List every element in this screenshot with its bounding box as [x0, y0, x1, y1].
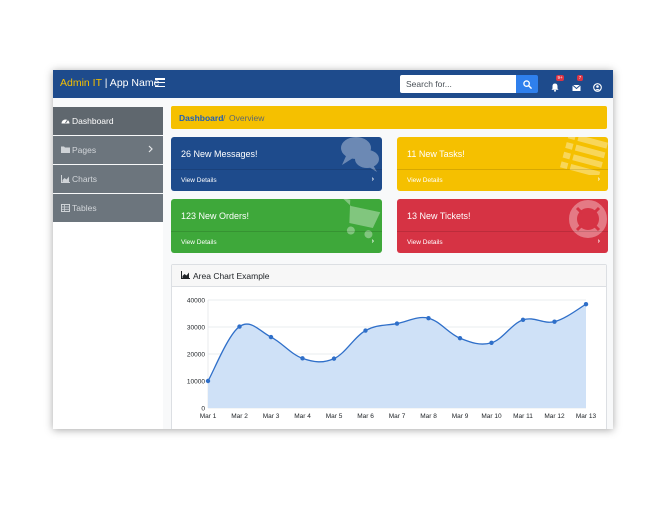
search-input[interactable]	[400, 75, 516, 93]
chevron-right-icon: ›	[597, 238, 600, 245]
data-point	[205, 378, 211, 384]
bell-icon	[551, 83, 559, 92]
card-footer-link[interactable]: View Details ›	[397, 231, 608, 253]
sidebar-item-label: Pages	[72, 145, 97, 155]
data-point	[237, 324, 242, 329]
data-point	[268, 334, 274, 340]
user-menu-button[interactable]	[593, 79, 603, 92]
messages-badge: 7	[577, 75, 583, 81]
card-new-orders: 123 New Orders! View Details ›	[171, 199, 382, 253]
sidebar-item-dashboard[interactable]: Dashboard	[53, 107, 163, 135]
brand-highlight: Admin IT	[60, 77, 102, 89]
x-tick-label: Mar 9	[452, 413, 469, 420]
data-point	[457, 336, 463, 341]
view-details-label: View Details	[407, 239, 443, 246]
card-footer-link[interactable]: View Details ›	[171, 169, 382, 191]
area-chart-icon	[61, 175, 70, 183]
list-icon	[560, 137, 608, 175]
brand-app-name: | App Name	[101, 77, 160, 89]
table-icon	[61, 204, 70, 212]
x-tick-label: Mar 1	[200, 413, 217, 420]
y-tick-label: 30000	[187, 325, 205, 332]
view-details-label: View Details	[407, 177, 443, 184]
sidebar-toggle-icon[interactable]	[155, 78, 165, 88]
card-title: 13 New Tickets!	[407, 211, 471, 221]
data-point	[520, 317, 526, 323]
x-tick-label: Mar 12	[544, 413, 565, 420]
card-title: 123 New Orders!	[181, 211, 250, 221]
folder-icon	[61, 146, 70, 153]
chevron-right-icon: ›	[371, 238, 374, 245]
alerts-badge: 9+	[556, 75, 565, 81]
alerts-button[interactable]: 9+	[551, 75, 565, 92]
sidebar-item-tables[interactable]: Tables	[53, 194, 163, 222]
x-tick-label: Mar 11	[513, 413, 533, 420]
tachometer-icon	[61, 119, 70, 124]
life-ring-icon	[569, 200, 607, 238]
x-tick-label: Mar 7	[389, 413, 406, 420]
sidebar-item-label: Dashboard	[72, 116, 114, 126]
data-point	[363, 328, 368, 333]
card-new-tickets: 13 New Tickets! View Details ›	[397, 199, 608, 253]
x-tick-label: Mar 10	[481, 413, 502, 420]
sidebar-item-charts[interactable]: Charts	[53, 165, 163, 193]
area-chart-card: Area Chart Example 0 10000 20000 30000 40000…	[171, 264, 607, 429]
chevron-right-icon	[148, 145, 153, 153]
data-point	[426, 316, 431, 321]
x-tick-label: Mar 8	[420, 413, 437, 420]
card-new-messages: 26 New Messages! View Details ›	[171, 137, 382, 191]
search-button[interactable]	[516, 75, 538, 93]
card-title: 26 New Messages!	[181, 149, 258, 159]
area-chart-icon	[181, 271, 190, 279]
breadcrumb-separator: /	[223, 113, 226, 123]
data-point	[300, 356, 305, 361]
card-footer-link[interactable]: View Details ›	[397, 169, 608, 191]
data-point	[583, 301, 589, 307]
x-tick-label: Mar 13	[576, 413, 597, 420]
brand[interactable]: Admin IT | App Name	[60, 77, 159, 89]
sidebar-item-label: Charts	[72, 174, 98, 184]
chevron-right-icon: ›	[597, 176, 600, 183]
sidebar-empty-area	[53, 222, 163, 429]
x-tick-label: Mar 2	[231, 413, 248, 420]
app-window: Admin IT | App Name 9+ 7 Dashboard Pages	[53, 70, 613, 429]
x-tick-label: Mar 3	[263, 413, 280, 420]
breadcrumb-home-link[interactable]: Dashboard	[179, 113, 224, 123]
breadcrumb-current: Overview	[229, 113, 265, 123]
data-point	[331, 356, 337, 361]
x-tick-label: Mar 5	[326, 413, 343, 420]
sidebar-item-label: Tables	[72, 203, 97, 213]
y-tick-label: 0	[201, 406, 205, 413]
chevron-right-icon: ›	[371, 176, 374, 183]
data-point	[394, 321, 400, 326]
card-footer-link[interactable]: View Details ›	[171, 231, 382, 253]
series-area	[208, 304, 586, 408]
chart-card-header: Area Chart Example	[172, 265, 606, 287]
search-icon	[522, 79, 532, 89]
x-tick-label: Mar 4	[294, 413, 311, 420]
card-new-tasks: 11 New Tasks! View Details ›	[397, 137, 608, 191]
data-point	[489, 340, 494, 345]
top-navbar: Admin IT | App Name 9+ 7	[53, 70, 613, 98]
sidebar-item-pages[interactable]: Pages	[53, 136, 163, 164]
view-details-label: View Details	[181, 177, 217, 184]
breadcrumb: Dashboard / Overview	[171, 106, 607, 129]
envelope-icon	[572, 84, 581, 91]
x-tick-label: Mar 6	[357, 413, 374, 420]
y-tick-label: 20000	[187, 352, 205, 359]
user-circle-icon	[593, 83, 602, 92]
data-point	[552, 319, 557, 324]
chart-title: Area Chart Example	[193, 271, 270, 281]
area-chart: 0 10000 20000 30000 40000 Mar 1 Mar 2 Mar 3 Mar …	[187, 298, 597, 421]
messages-button[interactable]: 7	[572, 75, 583, 91]
y-tick-label: 40000	[187, 298, 205, 305]
view-details-label: View Details	[181, 239, 217, 246]
comments-icon	[341, 137, 379, 172]
sidebar: Dashboard Pages Charts Tables	[53, 107, 163, 223]
shopping-cart-icon	[342, 199, 381, 239]
card-title: 11 New Tasks!	[407, 149, 465, 159]
y-tick-label: 10000	[187, 379, 205, 386]
